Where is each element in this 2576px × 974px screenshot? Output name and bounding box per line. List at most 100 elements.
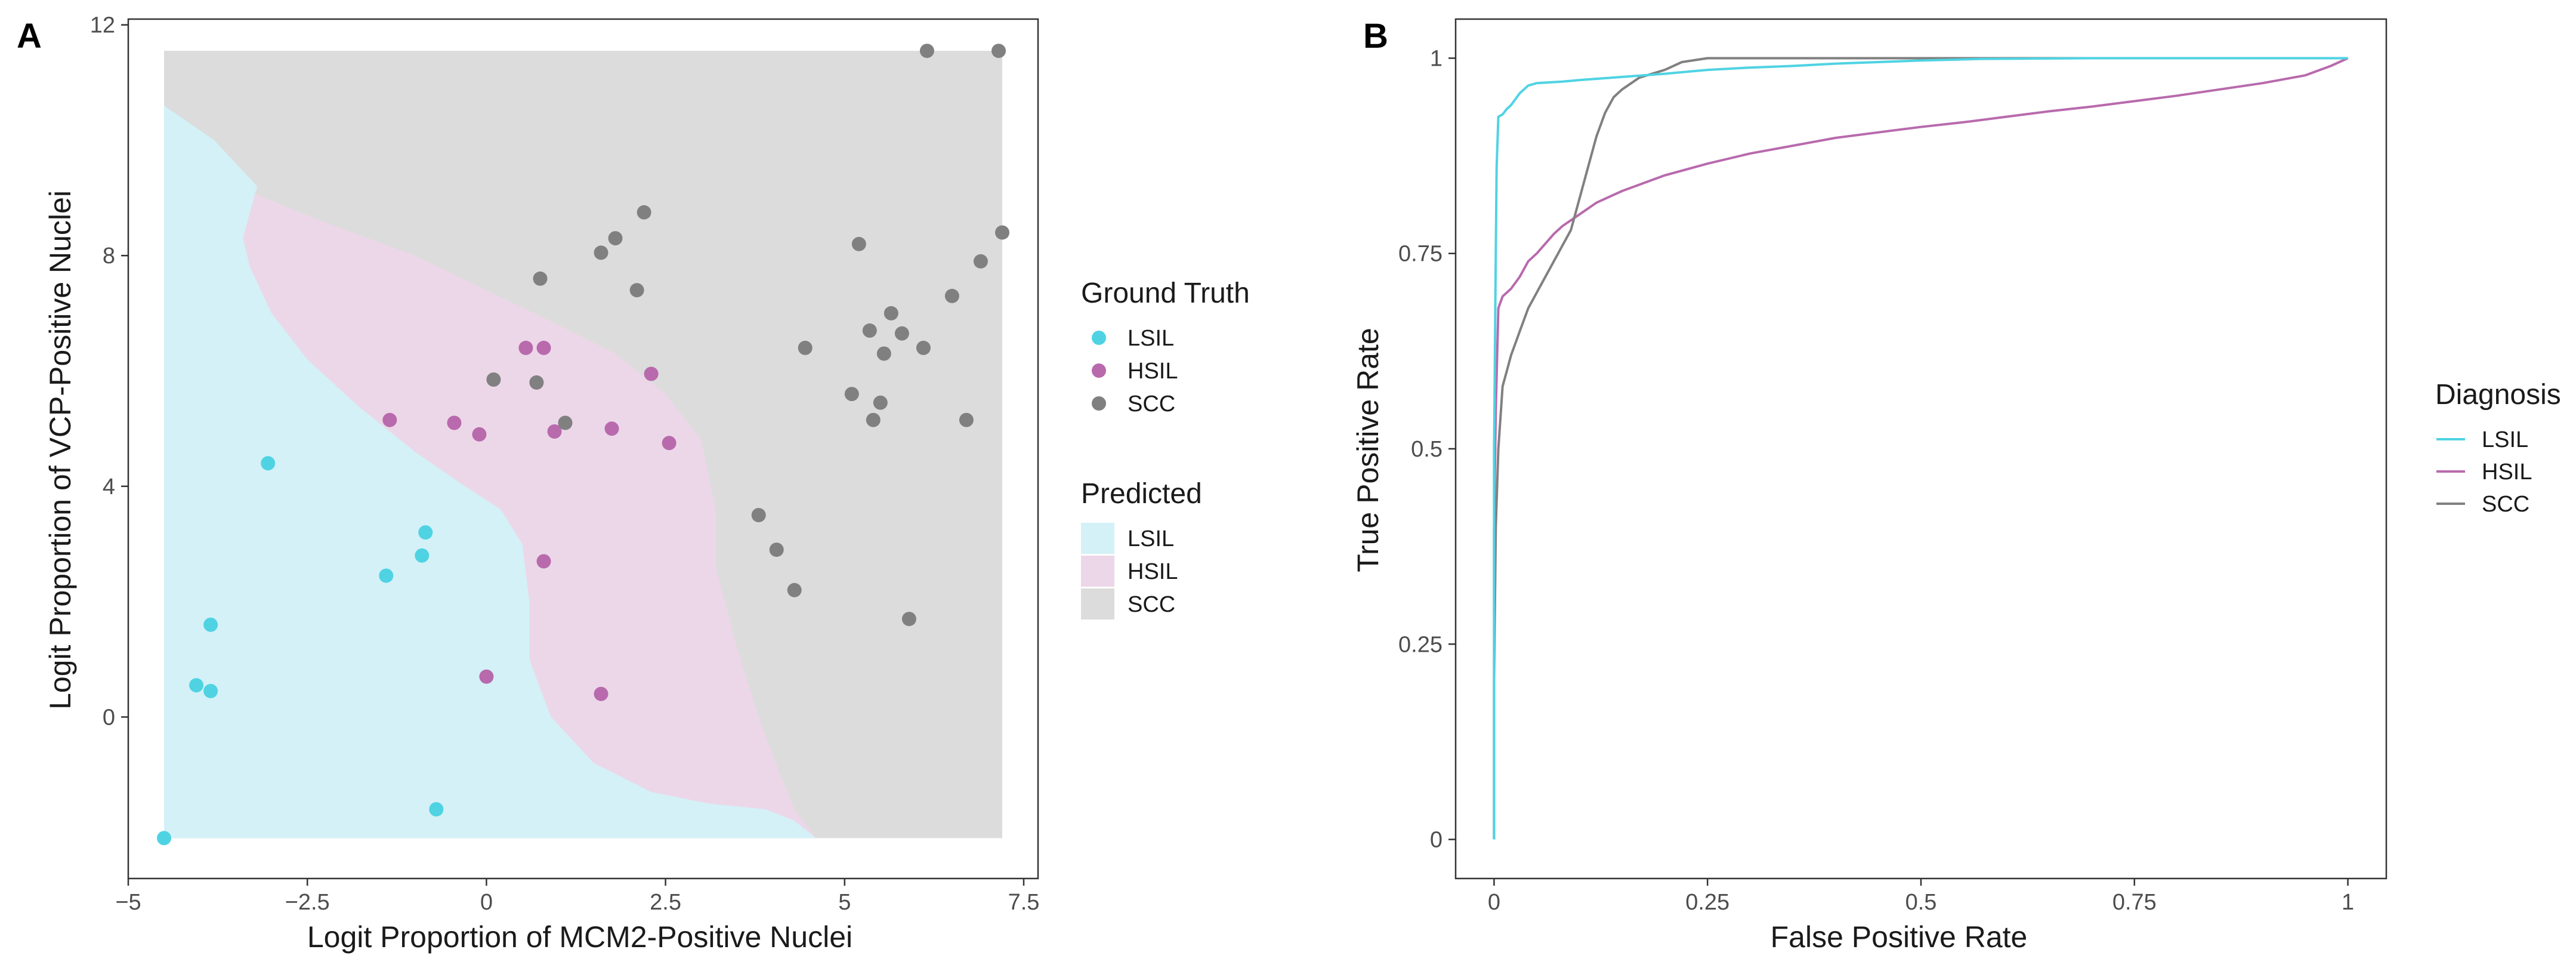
legend-title-predicted: Predicted [1081, 478, 1202, 510]
point-scc [594, 245, 609, 260]
panel-b: B 0 0.25 0.5 0.75 1 0 0.25 0.5 0.75 1 False Posi… [1351, 17, 2561, 954]
point-scc [637, 205, 651, 220]
predicted-regions [164, 51, 1002, 839]
legend-label-predicted-hsil: HSIL [1128, 559, 1178, 584]
point-scc [973, 254, 988, 269]
y-tick-label: 0 [1430, 828, 1443, 853]
legend-label-lsil: LSIL [1128, 326, 1174, 351]
point-lsil [415, 548, 430, 563]
legend-label-diagnosis-scc: SCC [2482, 492, 2529, 517]
point-hsil [536, 340, 551, 355]
y-axis-ticks: 0 0.25 0.5 0.75 1 [1398, 46, 1456, 853]
point-scc [873, 395, 888, 410]
point-scc [944, 288, 959, 303]
point-scc [866, 412, 881, 427]
point-scc [533, 271, 548, 286]
x-tick-label: 0 [480, 890, 493, 915]
point-hsil [382, 412, 397, 427]
x-tick-label: 7.5 [1008, 890, 1040, 915]
point-scc [787, 582, 802, 597]
y-tick-label: 1 [1430, 46, 1443, 71]
point-hsil [547, 424, 562, 439]
point-scc [901, 612, 916, 627]
point-hsil [662, 436, 677, 451]
point-scc [876, 346, 891, 361]
y-axis-title-a: Logit Proportion of VCP-Positive Nuclei [44, 190, 77, 710]
point-scc [558, 415, 573, 430]
x-tick-label: −5 [115, 890, 141, 915]
x-axis-title-a: Logit Proportion of MCM2-Positive Nuclei [307, 920, 853, 954]
x-tick-label: 5 [838, 890, 851, 915]
point-hsil [472, 427, 487, 442]
legend-ground-truth: Ground Truth LSIL HSIL SCC [1081, 278, 1250, 417]
point-scc [995, 225, 1009, 240]
y-tick-label: 4 [103, 474, 115, 500]
x-tick-label: 1 [2342, 890, 2354, 915]
x-axis-ticks: −5 −2.5 0 2.5 5 7.5 [115, 879, 1039, 915]
predicted-region-lsil [164, 106, 816, 839]
point-scc [992, 44, 1006, 58]
point-scc [608, 231, 623, 246]
point-scc [862, 323, 877, 338]
y-axis-ticks: 0 4 8 12 [90, 13, 128, 730]
point-scc [919, 44, 934, 58]
legend-predicted: Predicted LSIL HSIL SCC [1081, 478, 1202, 619]
point-scc [884, 306, 898, 320]
panel-label-b: B [1363, 17, 1388, 56]
point-hsil [604, 421, 619, 436]
x-tick-label: 2.5 [650, 890, 681, 915]
point-lsil [418, 525, 433, 540]
x-axis-ticks: 0 0.25 0.5 0.75 1 [1488, 879, 2354, 915]
point-scc [629, 283, 644, 298]
panel-a: A −5 −2.5 0 2.5 5 7.5 0 4 8 12 Logit Proportion … [17, 13, 1250, 954]
point-scc [916, 340, 931, 355]
legend-key-lsil [1092, 331, 1106, 345]
y-tick-label: 0 [103, 705, 115, 730]
point-lsil [429, 802, 444, 816]
point-scc [851, 236, 866, 251]
legend-key-predicted-lsil [1081, 523, 1114, 554]
x-tick-label: 0 [1488, 890, 1500, 915]
legend-label-scc: SCC [1128, 392, 1175, 417]
x-tick-label: 0.5 [1905, 890, 1937, 915]
point-hsil [536, 554, 551, 569]
legend-key-predicted-scc [1081, 588, 1114, 619]
point-scc [798, 340, 813, 355]
x-tick-label: 0.75 [2112, 890, 2157, 915]
point-scc [959, 412, 974, 427]
point-scc [486, 372, 501, 387]
panel-label-a: A [17, 17, 42, 56]
legend-label-diagnosis-lsil: LSIL [2482, 427, 2528, 452]
legend-diagnosis: Diagnosis LSIL HSIL SCC [2435, 379, 2561, 517]
point-scc [529, 375, 544, 390]
point-hsil [594, 686, 609, 701]
y-tick-label: 0.25 [1398, 632, 1443, 657]
roc-line-lsil [1493, 57, 2348, 840]
legend-title-ground-truth: Ground Truth [1081, 278, 1250, 309]
x-tick-label: 0.25 [1685, 890, 1729, 915]
point-lsil [203, 617, 218, 632]
point-scc [894, 326, 909, 341]
legend-key-hsil [1092, 363, 1106, 378]
y-tick-label: 12 [90, 13, 115, 38]
legend-title-diagnosis: Diagnosis [2435, 379, 2561, 411]
point-hsil [479, 669, 494, 684]
legend-key-scc [1092, 396, 1106, 411]
point-hsil [447, 415, 462, 430]
point-lsil [189, 678, 204, 693]
scatter-points [157, 44, 1009, 846]
legend-label-diagnosis-hsil: HSIL [2482, 460, 2532, 485]
x-axis-title-b: False Positive Rate [1771, 920, 2028, 954]
legend-label-predicted-lsil: LSIL [1128, 526, 1174, 551]
roc-line-hsil [1493, 57, 2349, 840]
legend-label-predicted-scc: SCC [1128, 592, 1175, 617]
roc-curves [1493, 57, 2349, 840]
roc-line-scc [1493, 57, 2348, 840]
point-lsil [203, 683, 218, 698]
legend-label-hsil: HSIL [1128, 359, 1178, 384]
legend-key-predicted-hsil [1081, 556, 1114, 587]
point-hsil [518, 340, 533, 355]
point-lsil [157, 831, 171, 846]
panel-a-frame [127, 18, 1039, 880]
